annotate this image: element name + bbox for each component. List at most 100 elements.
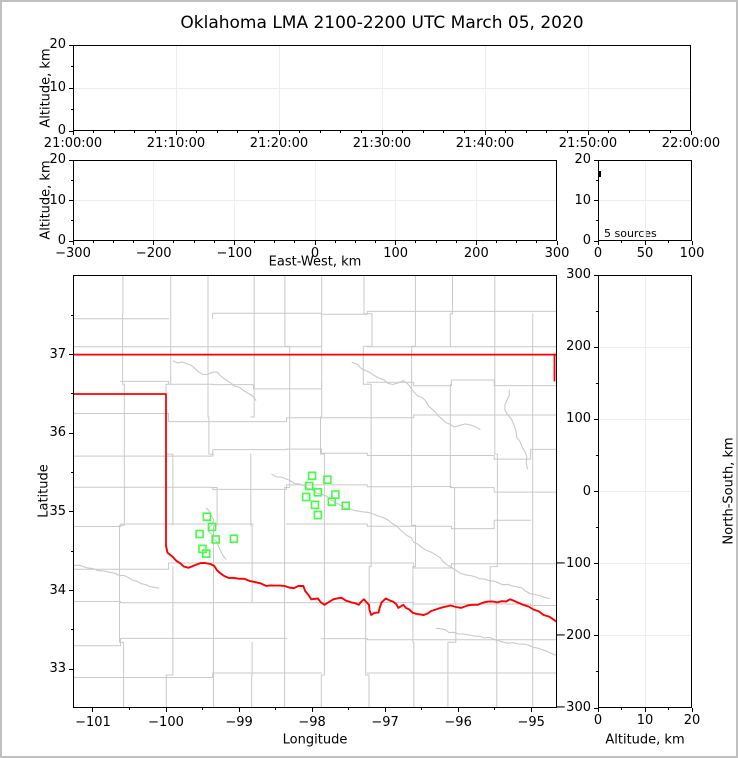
lightning-source-marker [331,490,340,499]
tick-mark [69,130,73,132]
tick-mark [484,131,486,135]
tick-label: 0 [593,713,603,728]
minor-tick-mark [274,241,276,243]
tick-mark [457,708,459,712]
histogram-panel [598,160,692,241]
tick-label: −200 [555,627,591,643]
tick-label: −100 [555,555,591,571]
minor-tick-mark [608,131,610,133]
minor-tick-mark [596,454,598,456]
tick-label: 36 [49,425,66,441]
river-arkansas [351,361,481,430]
minor-tick-mark [435,241,437,243]
lightning-source-marker [195,529,204,539]
ns-height-panel [598,275,692,708]
minor-tick-mark [375,241,376,243]
minor-tick-mark [596,527,598,529]
minor-tick-mark [621,241,622,243]
minor-tick-mark [628,131,630,133]
tick-mark [530,708,532,712]
gridline [74,200,556,201]
lightning-source-marker [304,481,314,491]
figure-title: Oklahoma LMA 2100-2200 UTC March 05, 202… [180,13,584,33]
minor-tick-mark [93,131,95,133]
tick-mark [165,708,167,712]
tick-mark [690,131,692,135]
minor-tick-mark [463,131,465,133]
lightning-source-marker [207,522,217,532]
lightning-source-marker [327,497,337,506]
minor-tick-mark [596,220,598,222]
tick-label: 22:00:00 [661,136,721,151]
ew-height-panel [73,160,557,241]
minor-tick-mark [216,131,218,133]
tick-mark [381,131,383,135]
tick-label: 21:50:00 [558,136,618,151]
lightning-source-marker [341,501,351,510]
minor-tick-mark [334,241,336,243]
minor-tick-mark [129,708,130,710]
tick-label: 21:30:00 [352,136,412,151]
map-xlabel: Longitude [282,732,348,748]
lightning-source-marker [310,500,320,510]
lightning-source-marker [201,549,211,558]
tick-label: −95 [517,715,545,730]
tick-label: 0 [57,123,66,138]
minor-tick-mark [649,131,651,133]
tick-mark [311,708,313,712]
tick-mark [594,274,598,276]
minor-tick-mark [193,241,195,243]
tick-mark [153,241,155,245]
minor-tick-mark [196,131,198,133]
minor-tick-mark [354,241,356,243]
tick-mark [314,241,316,245]
tick-mark [233,241,235,245]
tick-mark [175,131,177,135]
tick-label: 100 [383,246,409,261]
minor-tick-mark [668,708,669,710]
minor-tick-mark [360,131,362,133]
tick-label: 0 [310,246,320,261]
minor-tick-mark [668,241,669,243]
tick-label: 200 [566,339,591,355]
tick-label: 21:10:00 [146,136,206,151]
tick-label: 10 [49,192,66,208]
minor-tick-mark [596,599,598,601]
minor-tick-mark [71,66,73,67]
tick-label: −99 [225,715,253,730]
river-washita [271,473,550,600]
minor-tick-mark [443,131,445,133]
minor-tick-mark [415,241,417,243]
minor-tick-mark [621,708,622,710]
gridline [599,346,691,348]
tick-mark [594,707,598,709]
tick-label: 21:00:00 [43,136,103,151]
tick-mark [594,635,598,637]
tick-mark [594,159,598,161]
tick-label: −100 [216,246,253,261]
minor-tick-mark [275,708,277,710]
tick-label: 50 [636,246,654,261]
minor-tick-mark [421,708,423,710]
tick-mark [644,708,646,712]
tick-mark [69,432,73,434]
minor-tick-mark [213,241,215,243]
minor-tick-mark [202,708,204,710]
tick-label: 33 [49,661,66,677]
county-boundaries [74,276,556,707]
tick-label: 300 [566,267,591,282]
tick-mark [69,240,73,242]
minor-tick-mark [113,131,115,133]
time-height-panel [73,45,691,131]
minor-tick-mark [71,629,73,631]
minor-tick-mark [455,241,457,243]
plan-view-panel [73,275,557,708]
tick-label: 37 [49,346,66,362]
river-cimarron [172,360,257,401]
histogram-trace [599,170,601,177]
lightning-source-marker [211,535,220,544]
tick-label: 20 [49,152,66,167]
ew-height-xlabel: East-West, km [268,254,362,270]
tick-label: −300 [555,700,591,715]
lightning-source-marker [313,488,323,497]
